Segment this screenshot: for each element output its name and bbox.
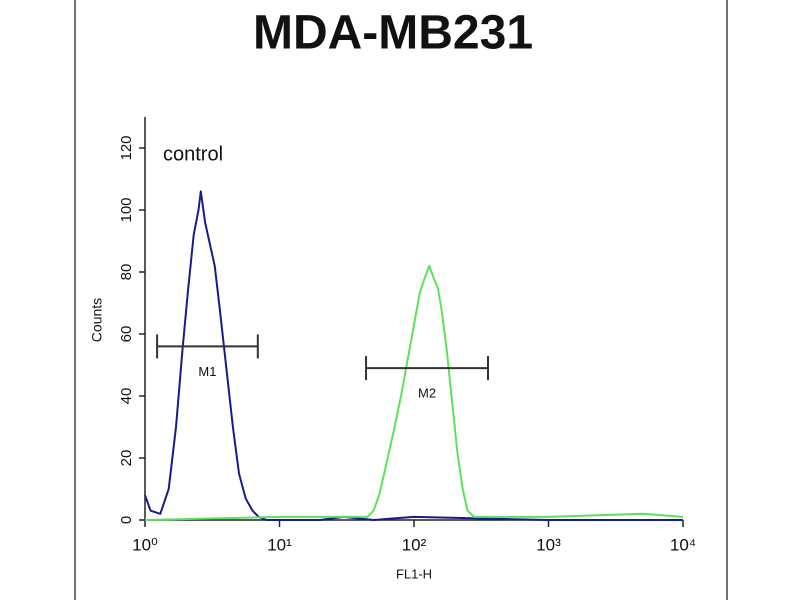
y-tick-label: 80 [118, 264, 135, 281]
y-axis-label: Counts [89, 298, 105, 342]
x-tick-label: 10⁴ [670, 535, 696, 554]
y-tick-label: 40 [118, 388, 135, 405]
y-tick-label: 100 [118, 197, 135, 222]
gate-label: M2 [418, 386, 436, 401]
annotation: control [163, 143, 223, 165]
x-tick-label: 10⁰ [132, 535, 158, 554]
y-tick-label: 60 [118, 326, 135, 343]
gate-label: M1 [198, 364, 216, 379]
y-tick-label: 0 [118, 516, 135, 524]
x-tick-label: 10³ [536, 535, 561, 554]
x-tick-label: 10¹ [267, 535, 292, 554]
chart-title: MDA-MB231 [253, 7, 533, 60]
histogram-line [144, 190, 683, 521]
x-axis-label: FL1-H [396, 566, 432, 581]
y-tick-label: 20 [118, 450, 135, 467]
y-tick-label: 120 [118, 135, 135, 160]
x-tick-label: 10² [402, 535, 427, 554]
histogram-line [144, 264, 684, 521]
